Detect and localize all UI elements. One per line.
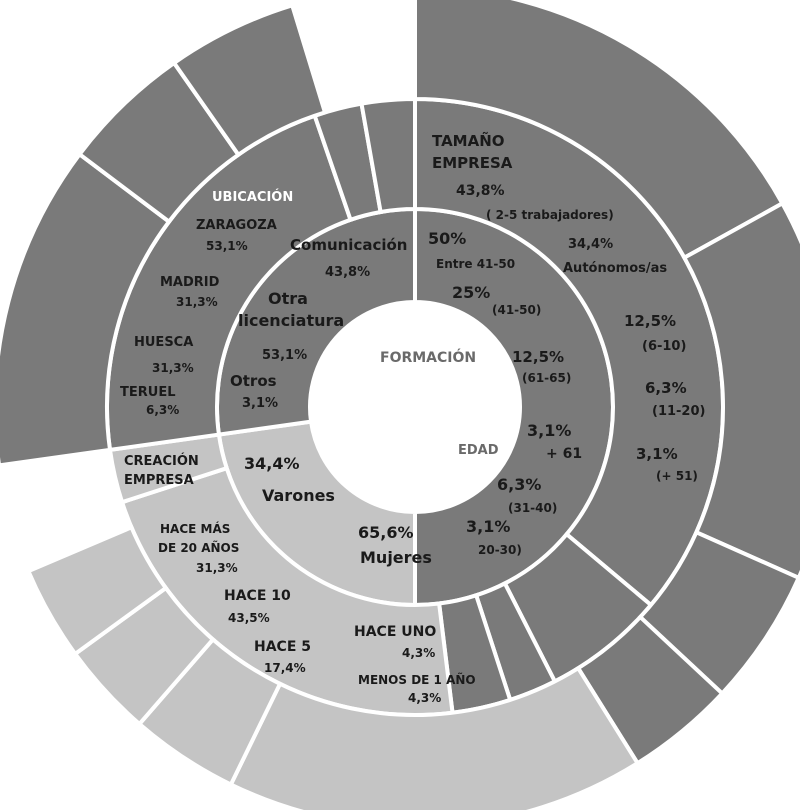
edad-label-2: (41-50) xyxy=(492,303,541,317)
ubicacion-madrid-value: 31,3% xyxy=(176,295,218,309)
edad-label-6: 20-30) xyxy=(478,543,522,557)
creacion-5-label: HACE 5 xyxy=(254,639,311,655)
tamano-value-1: 43,8% xyxy=(456,183,505,199)
edad-value-5: 6,3% xyxy=(497,475,541,494)
creacion-title-line1: CREACIÓN xyxy=(124,453,199,469)
tamano-label-2: Autónomos/as xyxy=(563,261,667,276)
ubicacion-huesca-value: 31,3% xyxy=(152,361,194,375)
formacion-otra-value: 53,1% xyxy=(262,348,307,363)
ubicacion-teruel-value: 6,3% xyxy=(146,403,179,417)
ubicacion-huesca-label: HUESCA xyxy=(134,335,193,350)
sexo-varones-value: 34,4% xyxy=(244,454,300,473)
creacion-1-label: HACE UNO xyxy=(354,624,436,640)
formacion-otra-label-line1: Otra xyxy=(268,289,308,308)
tamano-value-4: 6,3% xyxy=(645,379,687,397)
sexo-mujeres-label: Mujeres xyxy=(360,548,432,567)
segment-ubicacion-3 xyxy=(359,96,417,215)
sexo-varones-label: Varones xyxy=(262,486,335,505)
center-label: FORMACIÓN xyxy=(380,348,476,366)
edad-value-6: 3,1% xyxy=(466,517,510,536)
creacion-5-value: 17,4% xyxy=(264,661,306,675)
creacion-20-value: 31,3% xyxy=(196,561,238,575)
tamano-label-5: (+ 51) xyxy=(656,469,698,483)
tamano-title-line1: TAMAÑO xyxy=(432,131,505,150)
edad-value-1: 50% xyxy=(428,229,466,248)
formacion-otra-label-line2: licenciatura xyxy=(238,311,344,330)
center-hole xyxy=(310,302,520,512)
edad-value-3: 12,5% xyxy=(512,348,564,366)
edad-value-4: 3,1% xyxy=(527,421,571,440)
tamano-label-1: ( 2-5 trabajadores) xyxy=(486,208,614,222)
creacion-1-value: 4,3% xyxy=(402,646,435,660)
tamano-label-4: (11-20) xyxy=(652,404,705,419)
edad-label-1: Entre 41-50 xyxy=(436,257,515,271)
creacion-20-label-line2: DE 20 AÑOS xyxy=(158,540,239,555)
creacion-title-line2: EMPRESA xyxy=(124,473,194,488)
formacion-comunicacion-label: Comunicación xyxy=(290,236,407,254)
ubicacion-teruel-label: TERUEL xyxy=(120,385,175,400)
tamano-value-3: 12,5% xyxy=(624,312,676,330)
tamano-title-line2: EMPRESA xyxy=(432,154,513,172)
creacion-20-label-line1: HACE MÁS xyxy=(160,521,230,536)
tamano-value-5: 3,1% xyxy=(636,445,678,463)
edad-label-3: (61-65) xyxy=(522,371,571,385)
ubicacion-zaragoza-label: ZARAGOZA xyxy=(196,218,277,233)
chart-labels: FORMACIÓN Comunicación 43,8% Otra licenc… xyxy=(120,131,705,705)
formacion-otros-label: Otros xyxy=(230,372,277,390)
edad-title: EDAD xyxy=(458,443,499,458)
formacion-otros-value: 3,1% xyxy=(242,396,278,411)
tamano-label-3: (6-10) xyxy=(642,339,686,354)
ubicacion-zaragoza-value: 53,1% xyxy=(206,239,248,253)
tamano-value-2: 34,4% xyxy=(568,237,613,252)
creacion-menos-label: MENOS DE 1 AÑO xyxy=(358,672,476,687)
edad-value-2: 25% xyxy=(452,283,490,302)
edad-label-4: + 61 xyxy=(546,446,582,462)
segment-outer-ubicacion-3 xyxy=(171,2,328,158)
sexo-mujeres-value: 65,6% xyxy=(358,523,414,542)
creacion-10-label: HACE 10 xyxy=(224,588,291,604)
edad-label-5: (31-40) xyxy=(508,501,557,515)
ubicacion-madrid-label: MADRID xyxy=(160,275,220,290)
creacion-10-value: 43,5% xyxy=(228,611,270,625)
creacion-menos-value: 4,3% xyxy=(408,691,441,705)
formacion-comunicacion-value: 43,8% xyxy=(325,265,370,280)
segment-outer-creacion-4 xyxy=(25,524,169,657)
ubicacion-title: UBICACIÓN xyxy=(212,189,293,205)
